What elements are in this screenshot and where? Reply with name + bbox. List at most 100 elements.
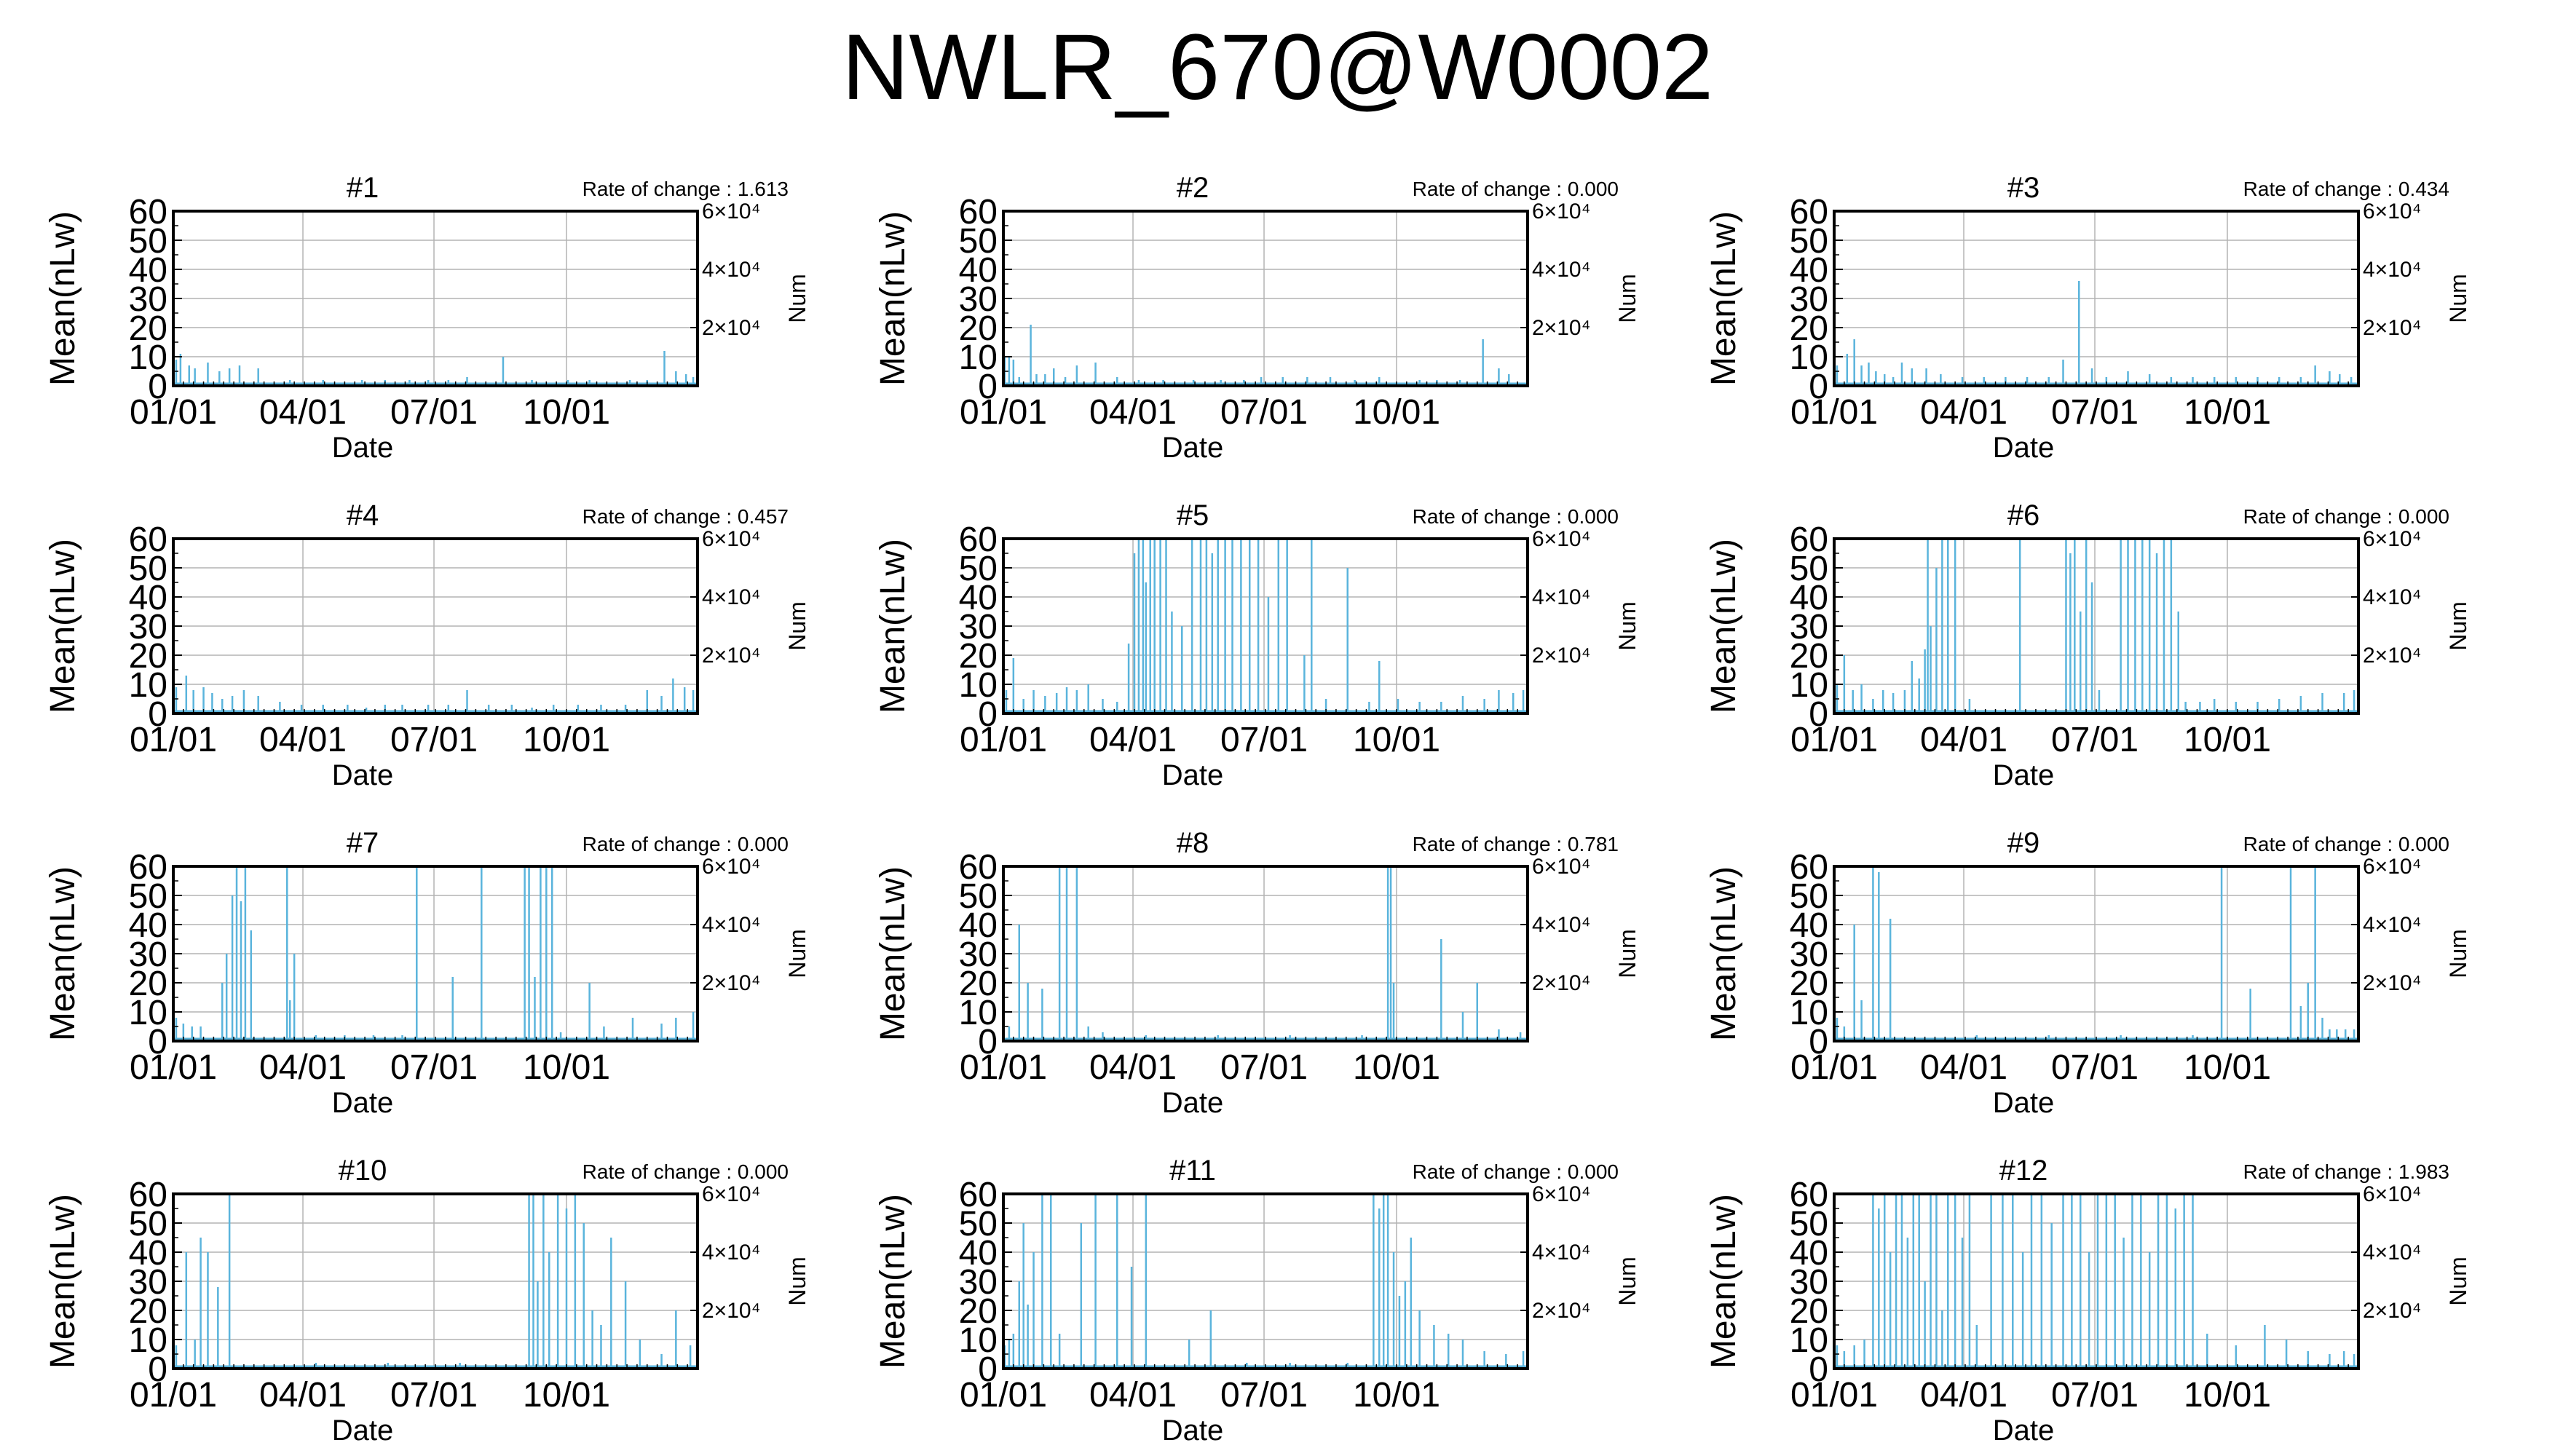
y2-tick-label: 4×10⁴	[1532, 258, 1590, 282]
y2-tick-label: 2×10⁴	[2363, 971, 2421, 995]
y-tick-label: 20	[129, 1292, 167, 1331]
y-tick-label: 60	[1790, 848, 1828, 887]
x-tick-label: 07/01	[390, 721, 478, 759]
y-tick-label: 60	[959, 521, 998, 559]
y2-tick-label: 4×10⁴	[1532, 913, 1590, 937]
y-tick-label: 20	[959, 637, 998, 676]
y-tick-label: 0	[978, 1023, 998, 1061]
y-tick-label: 50	[959, 222, 998, 261]
y-tick-label: 50	[129, 1205, 167, 1243]
x-tick-label: 04/01	[1089, 1376, 1177, 1415]
y2-tick-label: 6×10⁴	[702, 199, 760, 223]
x-tick-label: 01/01	[130, 721, 217, 759]
y-tick-label: 50	[959, 1205, 998, 1243]
rate-of-change-label: Rate of change : 0.457	[583, 505, 789, 528]
x-tick-label: 01/01	[1790, 721, 1878, 759]
x-tick-label: 07/01	[1220, 1048, 1308, 1087]
y2-tick-label: 6×10⁴	[2363, 527, 2421, 551]
y2-tick-label: 2×10⁴	[2363, 644, 2421, 668]
y-tick-label: 0	[148, 1023, 167, 1061]
rate-of-change-label: Rate of change : 1.983	[2243, 1160, 2449, 1183]
x-tick-label: 10/01	[2184, 393, 2271, 432]
chart-title: #10	[339, 1155, 387, 1187]
y-tick-label: 0	[1809, 1350, 1828, 1389]
x-tick-label: 07/01	[1220, 393, 1308, 432]
y-tick-label: 40	[1790, 1234, 1828, 1273]
y-tick-label: 0	[148, 695, 167, 734]
y-tick-label: 40	[959, 579, 998, 617]
x-tick-label: 04/01	[1920, 1048, 2007, 1087]
x-tick-label: 01/01	[1790, 1048, 1878, 1087]
y-tick-label: 50	[1790, 877, 1828, 916]
y-tick-label: 50	[129, 877, 167, 916]
y-tick-label: 0	[148, 368, 167, 406]
chart-title: #6	[2007, 499, 2040, 531]
y-tick-label: 10	[959, 339, 998, 377]
y-tick-label: 10	[1790, 339, 1828, 377]
y-tick-label: 30	[1790, 935, 1828, 974]
y-tick-label: 40	[129, 251, 167, 290]
y-tick-label: 40	[959, 906, 998, 945]
y-tick-label: 0	[978, 1350, 998, 1389]
y2-tick-label: 4×10⁴	[702, 258, 760, 282]
x-tick-label: 07/01	[2051, 393, 2139, 432]
y-tick-label: 10	[959, 1321, 998, 1360]
y-tick-label: 30	[129, 608, 167, 646]
y-tick-label: 40	[129, 1234, 167, 1273]
y-axis-label: Mean(nLw)	[1705, 211, 1743, 386]
y-tick-label: 40	[129, 579, 167, 617]
y-tick-label: 50	[959, 877, 998, 916]
y2-tick-label: 2×10⁴	[702, 1299, 760, 1323]
y-axis-label: Mean(nLw)	[44, 211, 82, 386]
y2-axis-label: Num	[2445, 929, 2471, 978]
y-tick-label: 60	[959, 848, 998, 887]
x-tick-label: 04/01	[259, 1376, 347, 1415]
y-axis-label: Mean(nLw)	[874, 866, 912, 1041]
page-title: NWLR_670@W0002	[841, 15, 1714, 119]
x-tick-label: 01/01	[1790, 1376, 1878, 1415]
y-tick-label: 40	[1790, 579, 1828, 617]
x-axis-label: Date	[1162, 432, 1224, 464]
x-tick-label: 04/01	[259, 393, 347, 432]
y-tick-label: 10	[959, 994, 998, 1032]
y2-tick-label: 2×10⁴	[1532, 971, 1590, 995]
y2-axis-label: Num	[784, 274, 810, 323]
x-axis-label: Date	[332, 1087, 394, 1119]
x-tick-label: 10/01	[1353, 1048, 1440, 1087]
y-tick-label: 10	[1790, 666, 1828, 705]
x-tick-label: 07/01	[1220, 1376, 1308, 1415]
rate-of-change-label: Rate of change : 0.000	[1413, 178, 1619, 200]
chart-title: #3	[2007, 172, 2040, 204]
x-tick-label: 04/01	[1089, 393, 1177, 432]
y-tick-label: 60	[1790, 193, 1828, 232]
rate-of-change-label: Rate of change : 0.781	[1413, 833, 1619, 855]
y2-tick-label: 6×10⁴	[1532, 199, 1590, 223]
x-tick-label: 04/01	[259, 1048, 347, 1087]
y2-tick-label: 2×10⁴	[1532, 644, 1590, 668]
y2-tick-label: 4×10⁴	[2363, 585, 2421, 609]
y-tick-label: 20	[1790, 1292, 1828, 1331]
y2-tick-label: 6×10⁴	[702, 527, 760, 551]
x-tick-label: 10/01	[1353, 1376, 1440, 1415]
x-axis-label: Date	[1993, 1087, 2055, 1119]
y-tick-label: 0	[1809, 368, 1828, 406]
x-tick-label: 04/01	[259, 721, 347, 759]
x-tick-label: 07/01	[390, 393, 478, 432]
x-tick-label: 01/01	[130, 393, 217, 432]
y-axis-label: Mean(nLw)	[874, 539, 912, 713]
y-tick-label: 50	[129, 222, 167, 261]
x-axis-label: Date	[1993, 432, 2055, 464]
x-tick-label: 01/01	[960, 1048, 1047, 1087]
y2-tick-label: 4×10⁴	[2363, 913, 2421, 937]
y-tick-label: 40	[959, 1234, 998, 1273]
y-tick-label: 20	[959, 1292, 998, 1331]
x-axis-label: Date	[332, 1415, 394, 1447]
y-tick-label: 0	[1809, 695, 1828, 734]
y-tick-label: 30	[129, 280, 167, 319]
y-tick-label: 60	[129, 193, 167, 232]
x-tick-label: 04/01	[1089, 1048, 1177, 1087]
